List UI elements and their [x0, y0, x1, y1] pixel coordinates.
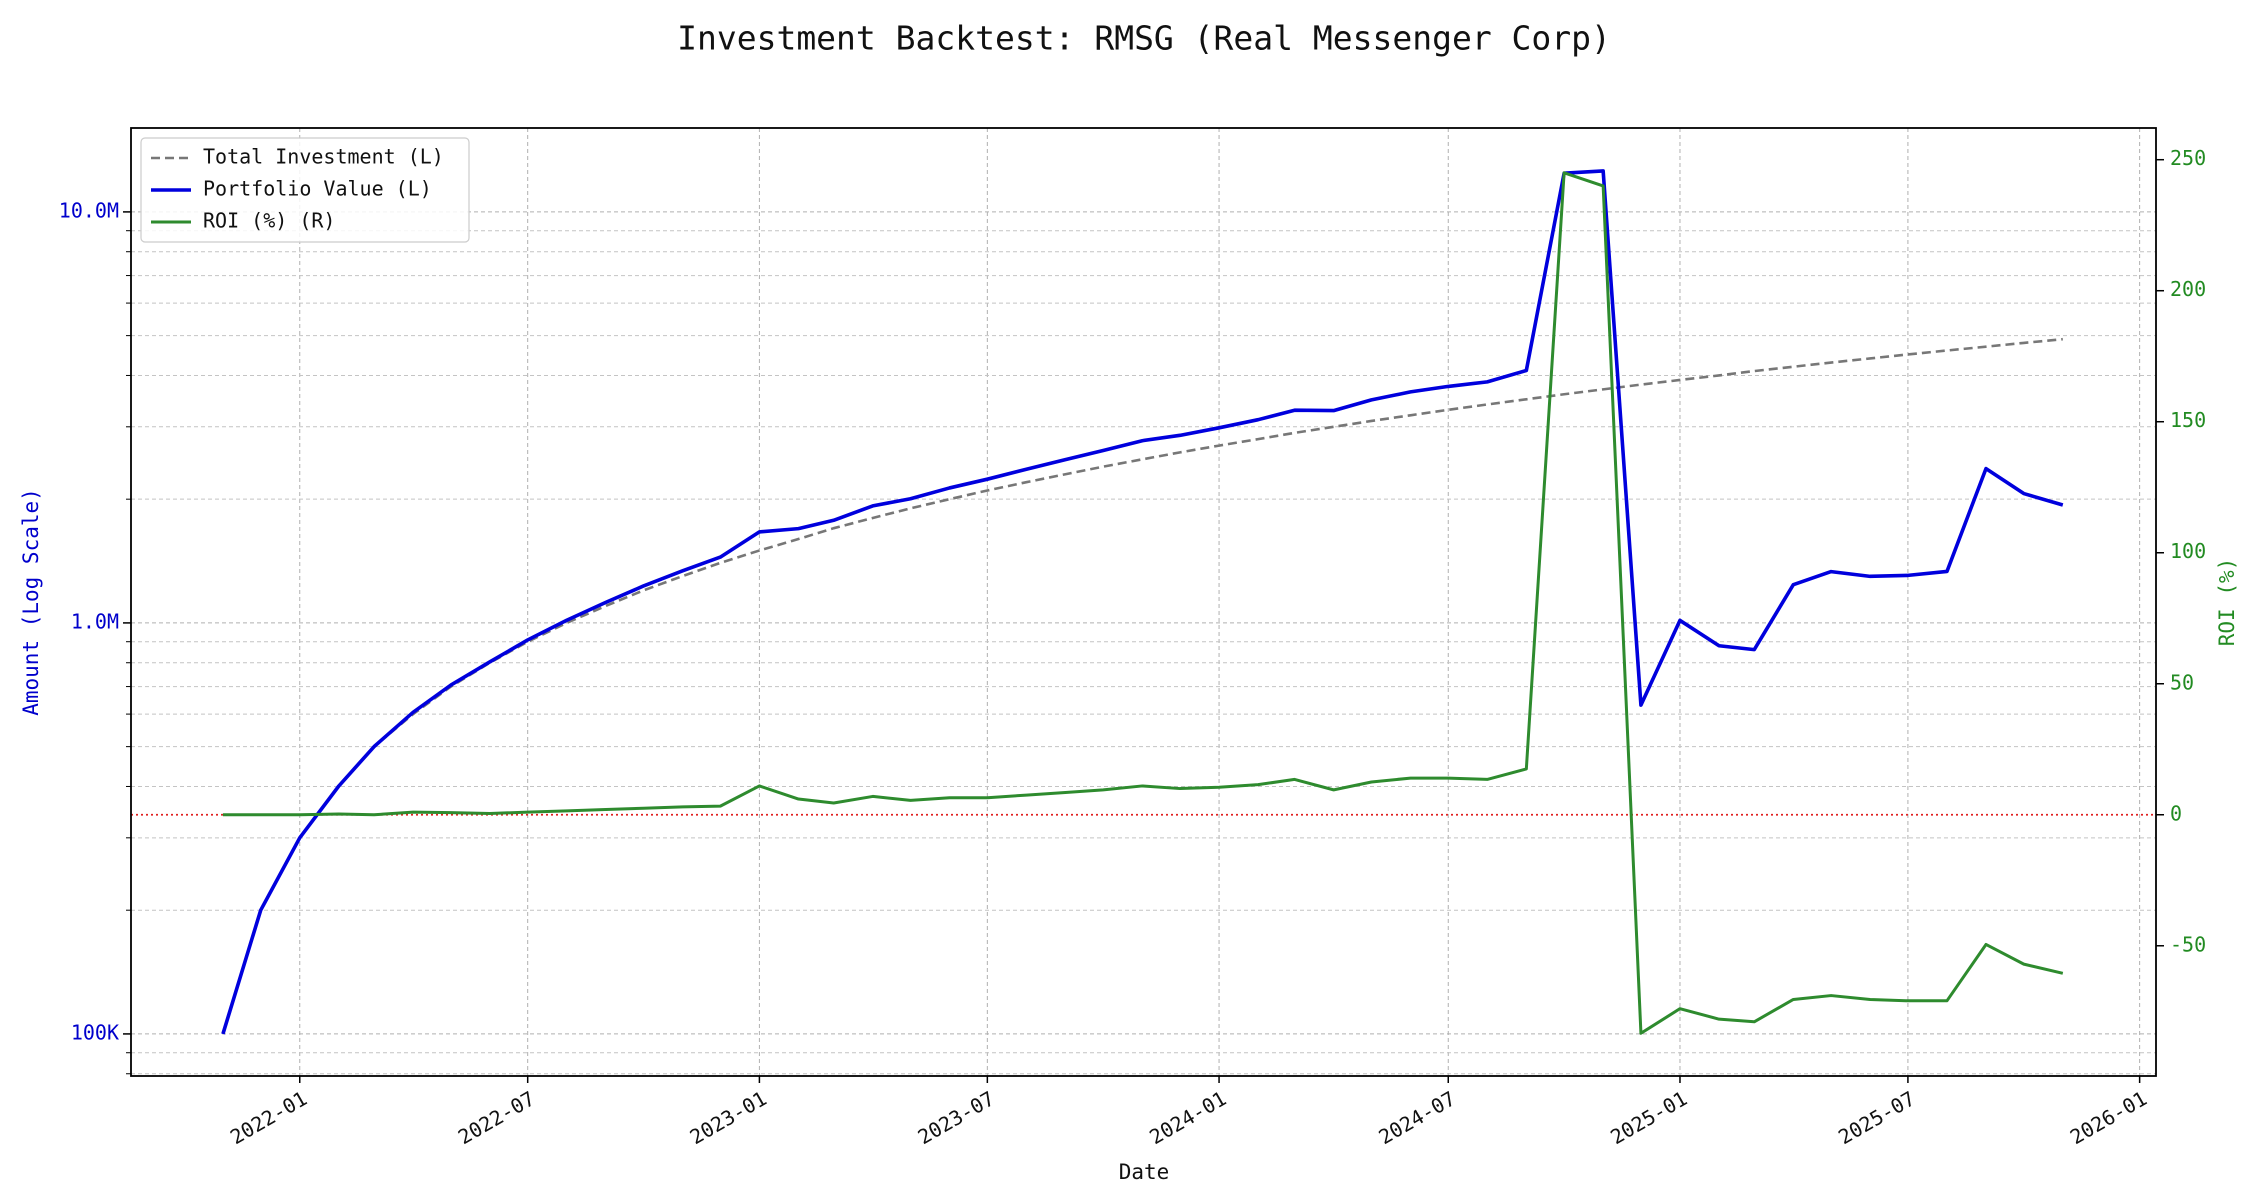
legend-box	[140, 137, 470, 243]
y-tick-label: 1.0M	[71, 609, 119, 633]
x-tick-label: 2022-07	[454, 1086, 539, 1149]
y-tick-label: 10.0M	[59, 198, 119, 222]
x-tick-label: 2022-01	[226, 1086, 311, 1149]
x-tick-label: 2024-07	[1375, 1086, 1460, 1149]
y2-tick-label: 150	[2170, 408, 2206, 432]
x-tick-label: 2023-01	[686, 1086, 771, 1149]
y-tick-label: 100K	[71, 1020, 119, 1044]
legend-label: Total Investment (L)	[203, 145, 444, 169]
series-line	[222, 171, 2064, 1035]
y2-tick-label: 0	[2170, 801, 2182, 825]
y2-tick-label: 250	[2170, 146, 2206, 170]
x-tick-label: 2023-07	[914, 1086, 999, 1149]
x-tick-label: 2025-07	[1834, 1086, 1919, 1149]
y2-axis-label: ROI (%)	[2215, 558, 2239, 647]
legend-label: Portfolio Value (L)	[203, 177, 432, 201]
y2-tick-label: 200	[2170, 277, 2206, 301]
y-axis-label: Amount (Log Scale)	[19, 488, 43, 716]
plot-frame	[130, 127, 2157, 1077]
series-line	[221, 169, 2064, 1035]
x-tick-label: 2026-01	[2066, 1086, 2151, 1149]
y2-tick-label: 100	[2170, 539, 2206, 563]
y2-tick-label: 50	[2170, 670, 2194, 694]
x-tick-label: 2024-01	[1145, 1086, 1230, 1149]
x-axis-label: Date	[1119, 1160, 1170, 1184]
chart-title: Investment Backtest: RMSG (Real Messenge…	[677, 19, 1611, 58]
x-tick-label: 2025-01	[1606, 1086, 1691, 1149]
y2-tick-label: -50	[2170, 932, 2206, 956]
legend-label: ROI (%) (R)	[203, 209, 335, 233]
